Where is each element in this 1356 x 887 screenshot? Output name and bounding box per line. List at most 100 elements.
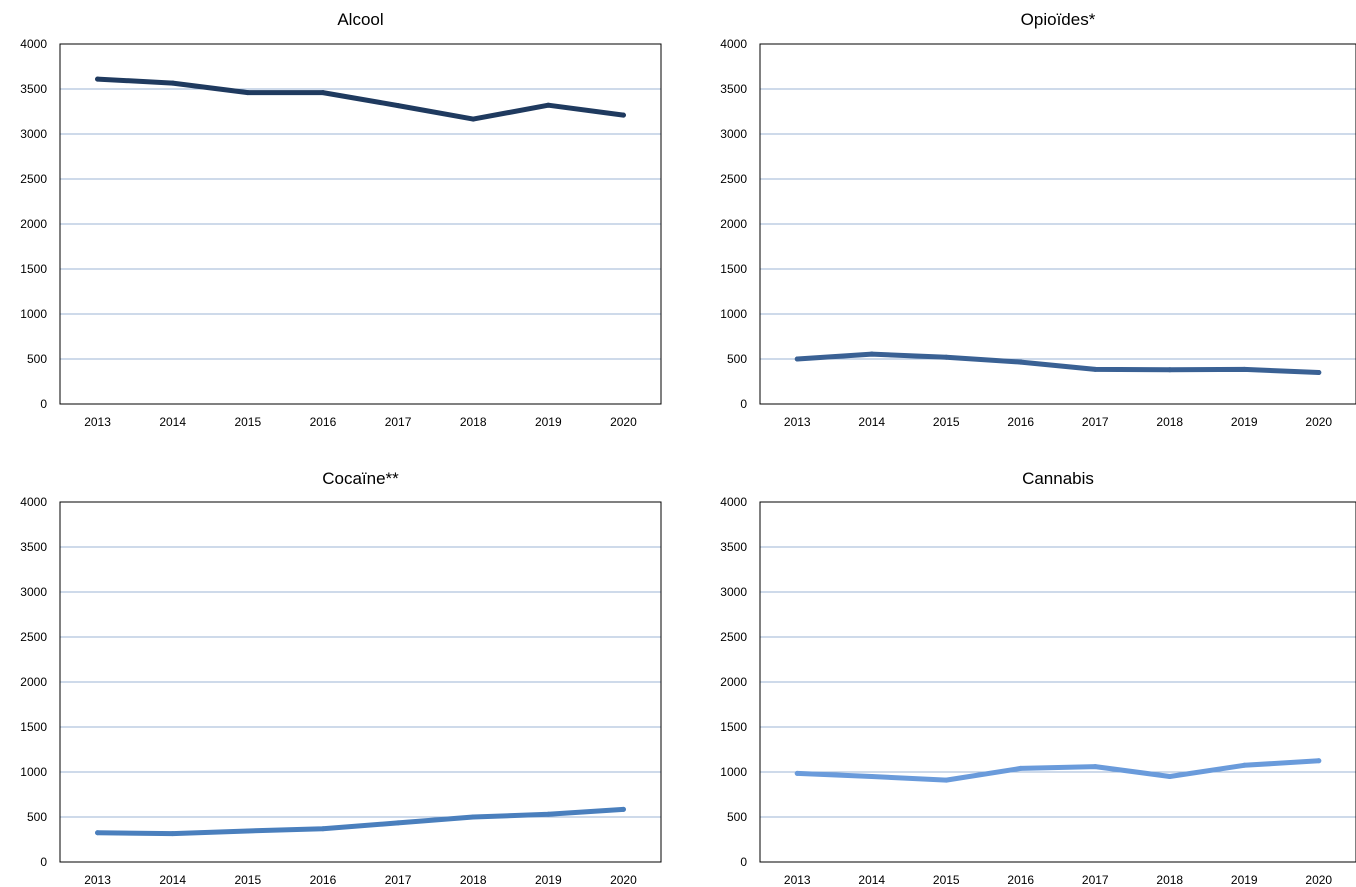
x-tick-label: 2018 — [460, 415, 487, 429]
y-tick-label: 1000 — [20, 307, 47, 321]
chart-title: Alcool — [337, 10, 383, 29]
plot-frame — [59, 501, 662, 863]
y-tick-label: 2000 — [20, 217, 47, 231]
data-point — [1316, 370, 1322, 375]
x-tick-label: 2015 — [234, 415, 261, 429]
x-tick-label: 2018 — [1156, 873, 1183, 887]
x-tick-label: 2016 — [1007, 415, 1034, 429]
y-tick-label: 4000 — [720, 37, 747, 51]
x-tick-label: 2020 — [1305, 415, 1332, 429]
x-tick-label: 2013 — [84, 873, 111, 887]
chart-title: Opioïdes* — [1021, 10, 1096, 29]
data-point — [95, 76, 101, 82]
data-point — [1018, 765, 1024, 771]
data-point — [320, 90, 326, 96]
y-tick-label: 3500 — [20, 540, 47, 554]
plot-frame — [59, 43, 662, 405]
x-tick-label: 2014 — [858, 873, 885, 887]
plot-frame — [759, 43, 1356, 405]
data-point — [395, 103, 401, 109]
data-point — [245, 90, 251, 96]
y-tick-label: 3000 — [720, 127, 747, 141]
y-tick-label: 2500 — [20, 172, 47, 186]
y-tick-label: 1500 — [20, 262, 47, 276]
x-tick-label: 2017 — [385, 415, 412, 429]
data-point — [1241, 366, 1247, 372]
y-tick-label: 3000 — [720, 585, 747, 599]
data-point — [620, 112, 626, 118]
x-tick-label: 2017 — [385, 873, 412, 887]
plot-frame — [759, 501, 1356, 863]
x-tick-label: 2020 — [1305, 873, 1332, 887]
x-tick-label: 2019 — [535, 415, 562, 429]
y-tick-label: 2000 — [720, 217, 747, 231]
data-point — [794, 356, 800, 362]
chart-title: Cocaïne** — [322, 469, 399, 488]
x-tick-label: 2019 — [1231, 873, 1258, 887]
y-tick-label: 0 — [740, 855, 747, 869]
data-point — [869, 774, 875, 779]
y-tick-label: 500 — [27, 352, 47, 366]
x-tick-label: 2019 — [1231, 415, 1258, 429]
y-tick-label: 1500 — [720, 720, 747, 734]
series-line — [794, 758, 1322, 783]
y-tick-label: 1000 — [720, 765, 747, 779]
chart-panel-4: Cannabis 0 500 1000 1500 2000 2500 3000 3500 4000… — [720, 469, 1356, 887]
x-tick-label: 2014 — [159, 415, 186, 429]
y-tick-label: 2500 — [720, 172, 747, 186]
chart-title: Cannabis — [1022, 469, 1094, 488]
x-tick-label: 2015 — [933, 873, 960, 887]
y-tick-label: 2500 — [720, 630, 747, 644]
data-point — [869, 351, 875, 357]
series-line — [95, 76, 626, 122]
data-point — [245, 828, 251, 834]
y-tick-label: 1000 — [720, 307, 747, 321]
x-tick-label: 2020 — [610, 873, 637, 887]
x-tick-label: 2013 — [784, 415, 811, 429]
y-tick-label: 1500 — [20, 720, 47, 734]
y-tick-label: 2500 — [20, 630, 47, 644]
y-tick-label: 3500 — [720, 540, 747, 554]
x-tick-label: 2018 — [1156, 415, 1183, 429]
x-tick-label: 2015 — [933, 415, 960, 429]
data-point — [620, 806, 626, 812]
data-point — [1092, 764, 1098, 770]
data-point — [470, 814, 476, 820]
x-tick-label: 2016 — [1007, 873, 1034, 887]
chart-panel-1: Alcool 0 500 1000 1500 2000 2500 3000 3500 4000 20… — [20, 10, 662, 429]
x-tick-label: 2014 — [159, 873, 186, 887]
x-tick-label: 2015 — [234, 873, 261, 887]
data-point — [794, 770, 800, 776]
data-point — [943, 354, 949, 360]
y-tick-label: 0 — [40, 855, 47, 869]
y-tick-label: 2000 — [720, 675, 747, 689]
x-tick-label: 2019 — [535, 873, 562, 887]
y-tick-label: 4000 — [20, 37, 47, 51]
x-tick-label: 2020 — [610, 415, 637, 429]
data-point — [1018, 359, 1024, 365]
y-tick-label: 2000 — [20, 675, 47, 689]
data-point — [470, 116, 476, 122]
chart-panel-2: Opioïdes* 0 500 1000 1500 2000 2500 3000 3500 400… — [720, 10, 1356, 429]
y-tick-label: 3500 — [720, 82, 747, 96]
y-tick-label: 0 — [40, 397, 47, 411]
data-point — [170, 831, 176, 837]
data-point — [1316, 758, 1322, 764]
series-line — [794, 351, 1322, 375]
data-point — [1167, 367, 1173, 373]
data-point — [320, 826, 326, 832]
data-point — [1167, 774, 1173, 779]
series-line — [95, 806, 626, 837]
data-point — [943, 777, 949, 783]
data-point — [170, 80, 176, 86]
y-tick-label: 1500 — [720, 262, 747, 276]
data-point — [95, 830, 101, 836]
data-point — [1092, 366, 1098, 372]
data-point — [545, 102, 551, 108]
x-tick-label: 2013 — [84, 415, 111, 429]
x-tick-label: 2014 — [858, 415, 885, 429]
x-tick-label: 2017 — [1082, 873, 1109, 887]
y-tick-label: 1000 — [20, 765, 47, 779]
